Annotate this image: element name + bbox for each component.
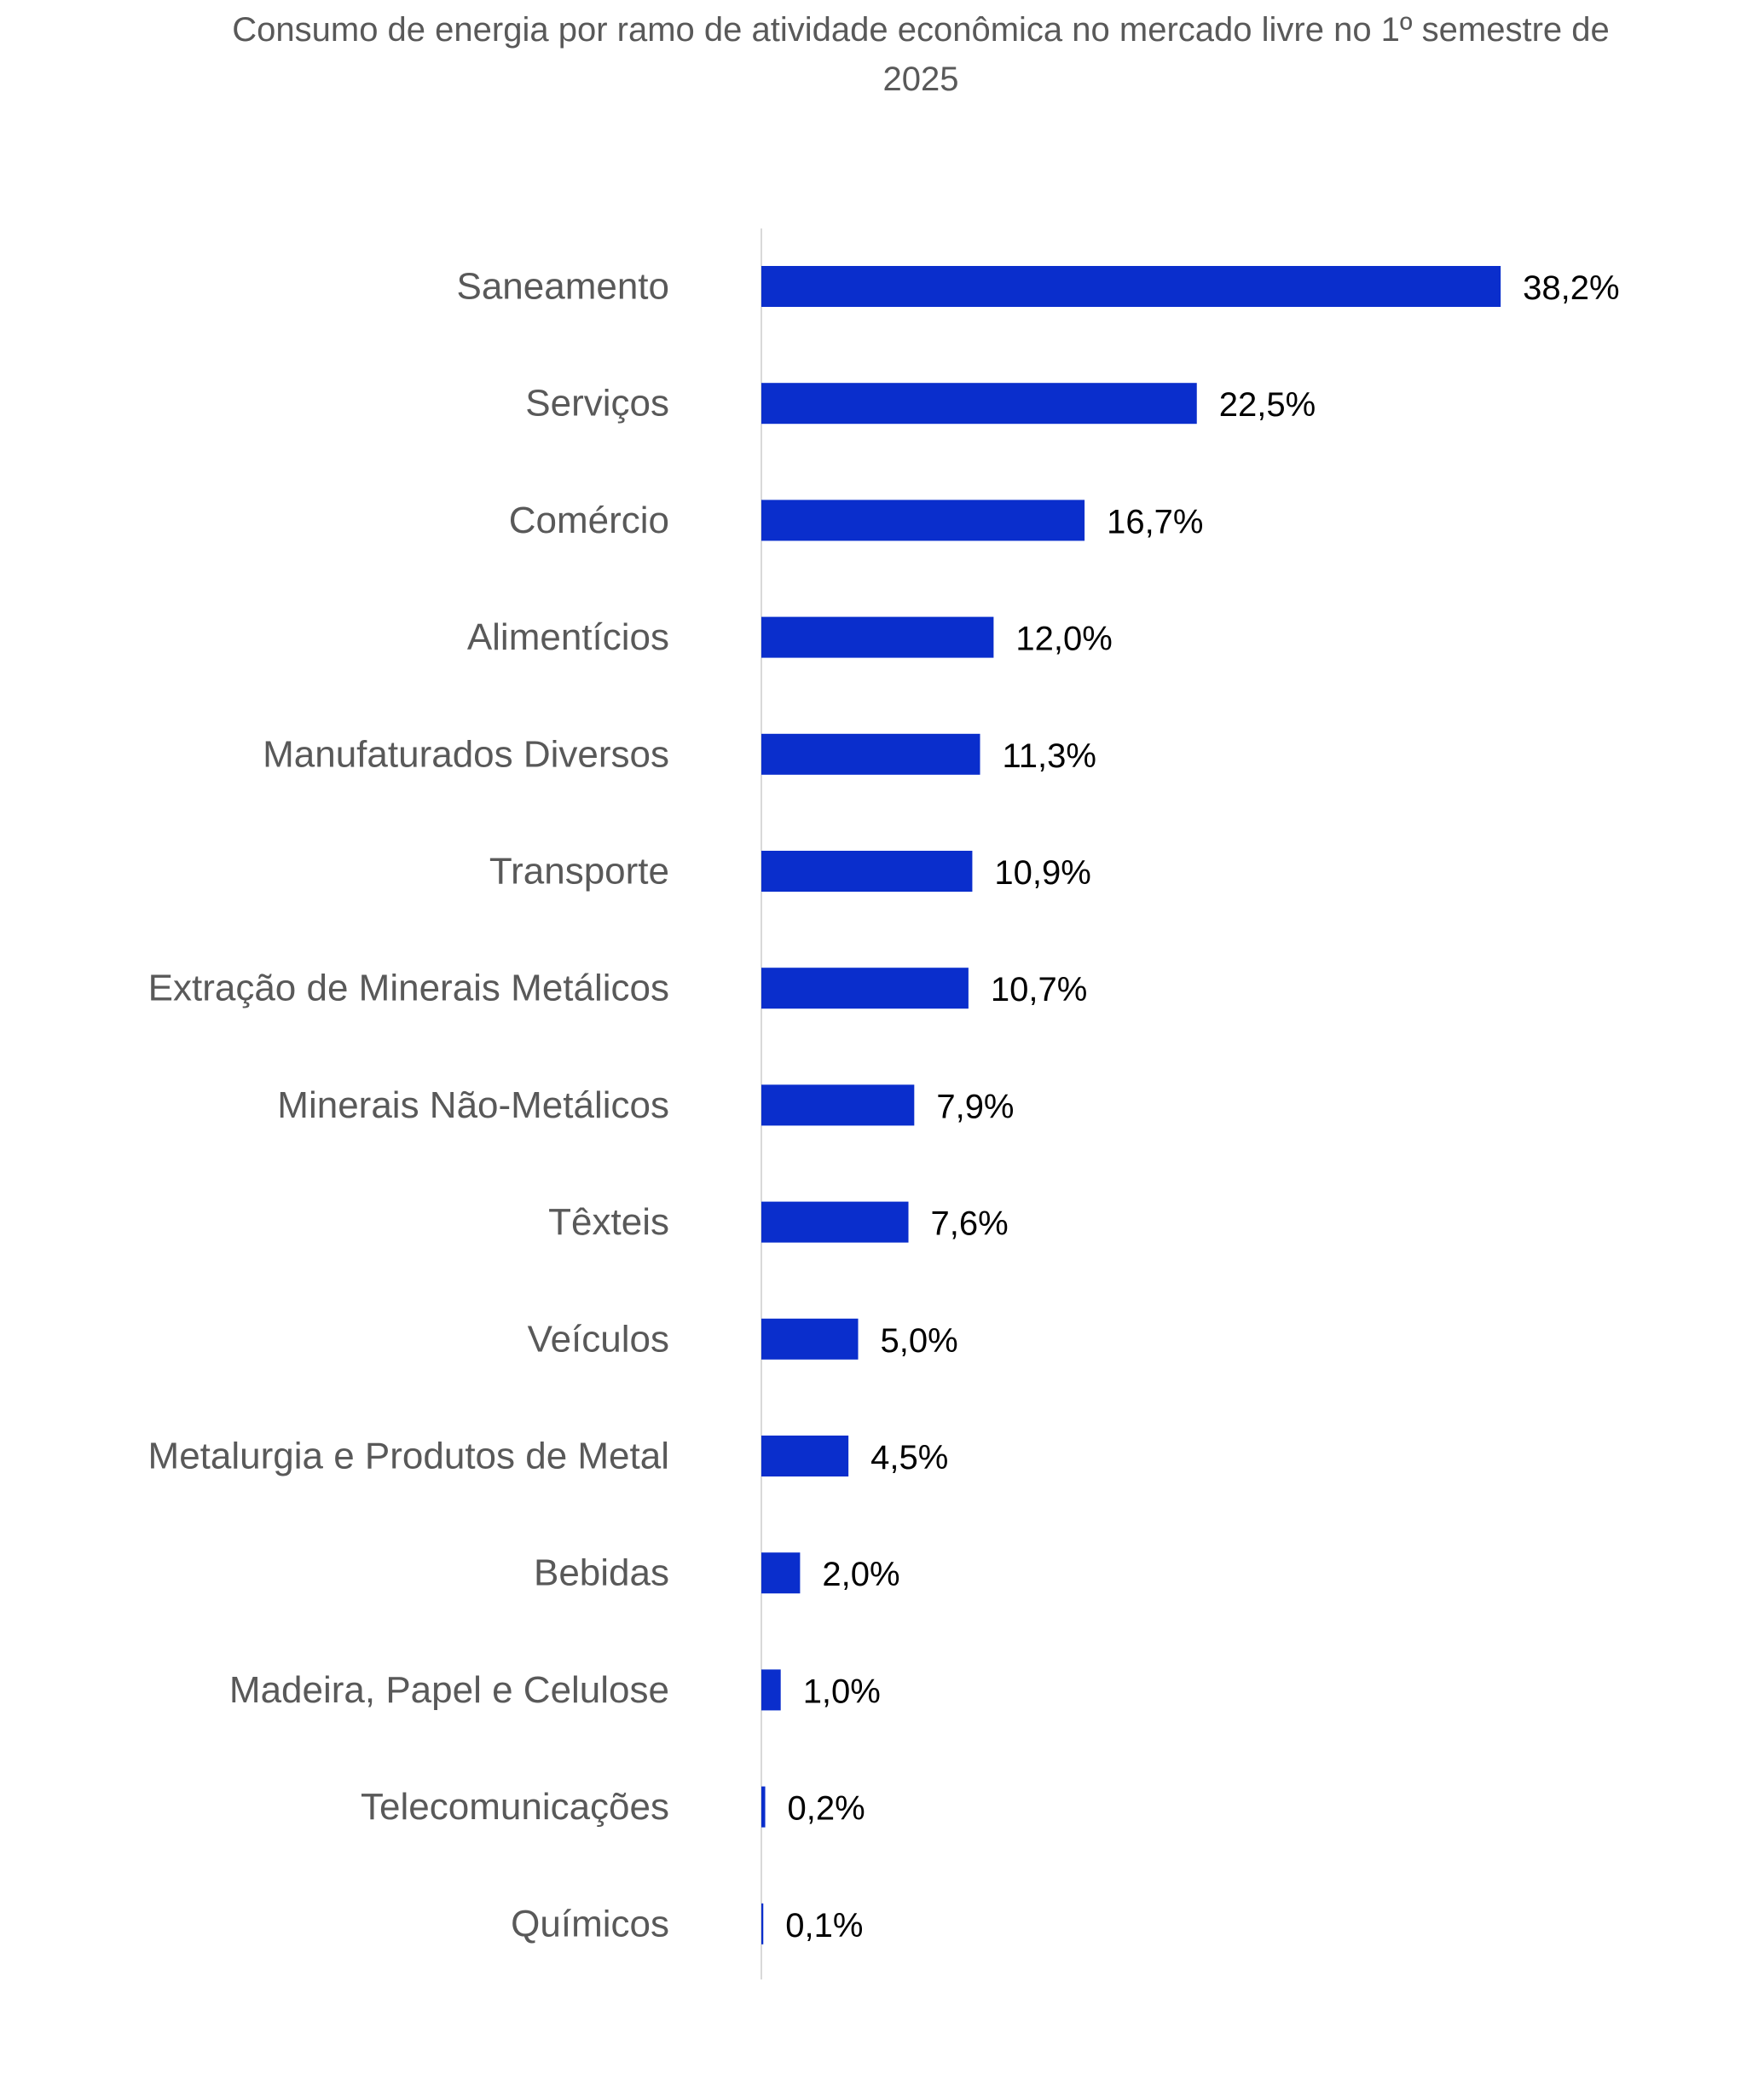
category-label: Saneamento — [456, 266, 669, 308]
category-label: Alimentícios — [467, 616, 669, 658]
data-label: 12,0% — [1015, 621, 1112, 658]
category-labels-group: Saneamento Serviços Comércio Alimentícios Ma… — [148, 266, 669, 1945]
data-label: 1,0% — [803, 1673, 881, 1710]
bars-group — [761, 266, 1501, 1944]
data-label: 4,5% — [870, 1439, 948, 1476]
category-label: Extração de Minerais Metálicos — [148, 968, 669, 1009]
data-label: 0,2% — [788, 1790, 865, 1828]
chart-title: Consumo de energia por ramo de atividade… — [232, 11, 1610, 98]
bar — [761, 1669, 781, 1711]
data-label: 10,7% — [991, 971, 1087, 1008]
category-label: Veículos — [528, 1318, 669, 1360]
data-label: 2,0% — [822, 1556, 899, 1593]
category-label: Serviços — [525, 383, 669, 425]
category-label: Têxteis — [548, 1201, 669, 1243]
category-label: Manufaturados Diversos — [263, 733, 669, 775]
data-label: 38,2% — [1523, 269, 1619, 307]
bar — [761, 383, 1197, 425]
bar — [761, 968, 969, 1009]
data-label: 5,0% — [881, 1322, 958, 1360]
bar — [761, 1786, 766, 1828]
data-labels-group: 38,2% 22,5% 16,7% 12,0% 11,3% 10,9% 10,7% 7,9% 7… — [785, 269, 1619, 1944]
bar — [761, 616, 994, 658]
bar — [761, 733, 980, 775]
data-label: 10,9% — [994, 854, 1090, 892]
data-label: 22,5% — [1219, 386, 1316, 424]
bar — [761, 1436, 849, 1476]
data-label: 7,9% — [936, 1088, 1014, 1125]
bar — [761, 1552, 801, 1594]
category-label: Transporte — [489, 851, 669, 893]
data-label: 11,3% — [1003, 737, 1096, 775]
bar — [761, 266, 1501, 307]
bar — [761, 1903, 764, 1944]
category-label: Químicos — [511, 1903, 669, 1944]
data-label: 16,7% — [1107, 503, 1203, 540]
category-label: Metalurgia e Produtos de Metal — [148, 1436, 669, 1477]
category-label: Minerais Não-Metálicos — [277, 1084, 669, 1126]
data-label: 0,1% — [785, 1907, 863, 1944]
category-label: Comércio — [509, 500, 669, 541]
bar — [761, 851, 973, 892]
category-label: Telecomunicações — [361, 1786, 669, 1828]
bar — [761, 1084, 915, 1126]
data-label: 7,6% — [931, 1205, 1009, 1243]
bar — [761, 1201, 909, 1243]
category-label: Madeira, Papel e Celulose — [229, 1669, 669, 1711]
bar — [761, 500, 1085, 541]
bar — [761, 1318, 859, 1360]
category-label: Bebidas — [534, 1552, 669, 1594]
